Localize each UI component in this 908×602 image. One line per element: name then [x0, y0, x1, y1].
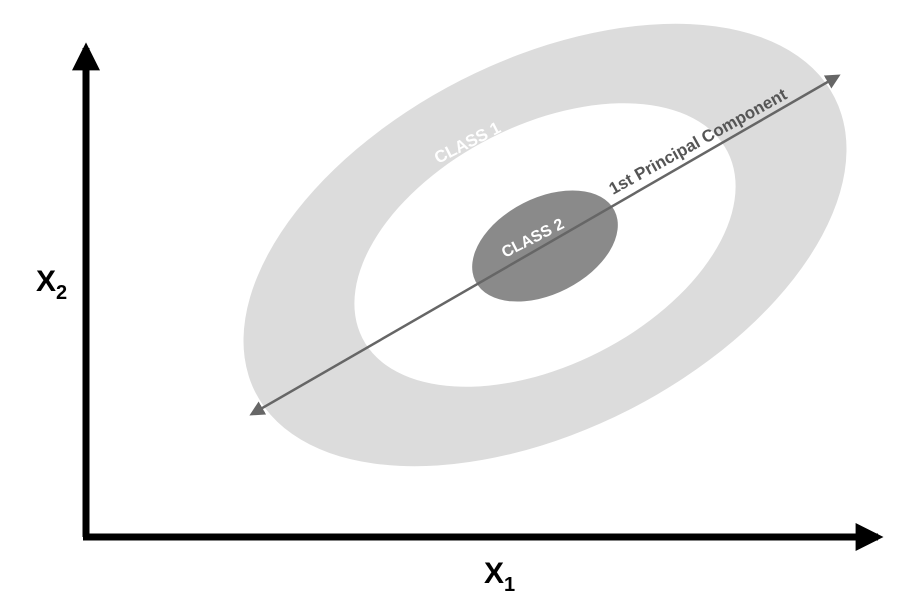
x2-axis-letter: X — [36, 265, 56, 298]
x1-axis-subscript: 1 — [504, 574, 515, 596]
x2-axis-subscript: 2 — [56, 282, 67, 304]
principal-component-line — [249, 74, 841, 416]
x1-axis-letter: X — [484, 557, 504, 590]
x1-axis-label: X1 — [484, 557, 515, 596]
x2-axis-label: X2 — [36, 265, 67, 304]
